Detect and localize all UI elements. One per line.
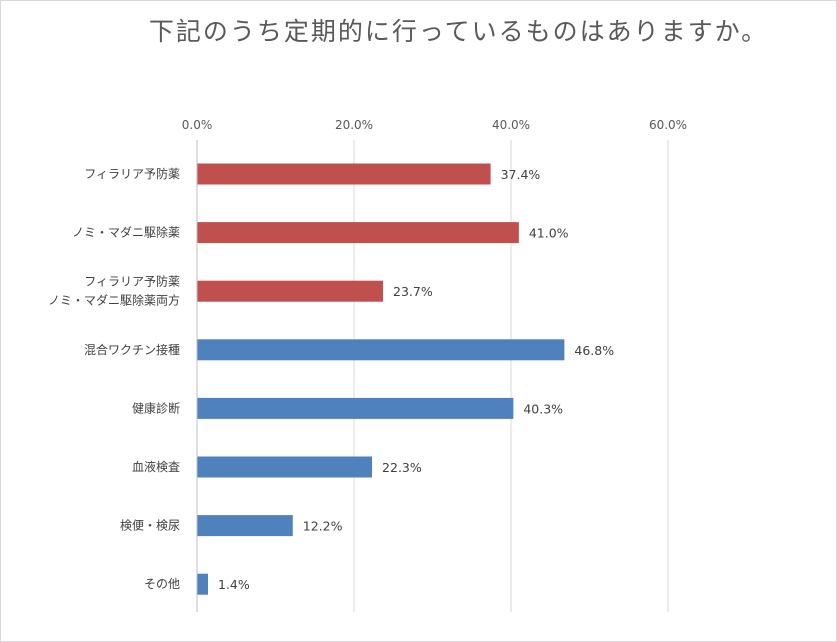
value-label: 41.0% bbox=[529, 226, 569, 241]
value-label: 1.4% bbox=[218, 577, 250, 592]
x-tick-label: 60.0% bbox=[649, 118, 687, 132]
value-label: 40.3% bbox=[523, 401, 563, 416]
chart-title: 下記のうち定期的に行っているものはありますか。 bbox=[148, 17, 769, 46]
bar bbox=[197, 280, 384, 302]
value-label: 23.7% bbox=[393, 284, 433, 299]
value-label: 12.2% bbox=[303, 519, 343, 534]
bar bbox=[197, 163, 491, 185]
bar bbox=[197, 397, 514, 419]
bar bbox=[197, 515, 293, 537]
bar bbox=[197, 339, 565, 361]
category-label: ノミ・マダニ駆除薬 bbox=[72, 225, 180, 240]
bar bbox=[197, 222, 519, 244]
x-tick-label: 40.0% bbox=[492, 118, 530, 132]
category-label: 健康診断 bbox=[132, 400, 180, 415]
bar bbox=[197, 456, 373, 478]
value-labels: 37.4% 41.0% 23.7% 46.8% 40.3% 22.3% 12.2% 1.4% bbox=[218, 167, 614, 592]
category-label: その他 bbox=[144, 577, 180, 591]
value-label: 46.8% bbox=[574, 343, 614, 358]
x-tick-label: 20.0% bbox=[335, 118, 373, 132]
value-label: 22.3% bbox=[382, 460, 422, 475]
category-label: 検便・検尿 bbox=[120, 519, 180, 533]
category-labels: フィラリア予防薬ノミ・マダニ駆除薬フィラリア予防薬ノミ・マダニ駆除薬両方混合ワク… bbox=[48, 166, 180, 591]
bars bbox=[197, 163, 565, 595]
gridlines bbox=[353, 140, 669, 612]
x-axis-ticks: 0.0% 20.0% 40.0% 60.0% bbox=[182, 118, 687, 132]
category-label: 混合ワクチン接種 bbox=[84, 342, 180, 357]
category-label: 血液検査 bbox=[132, 459, 180, 474]
value-label: 37.4% bbox=[501, 167, 541, 182]
category-label: フィラリア予防薬 bbox=[84, 166, 180, 181]
bar bbox=[197, 573, 208, 595]
x-tick-label: 0.0% bbox=[182, 118, 213, 132]
category-label: フィラリア予防薬ノミ・マダニ駆除薬両方 bbox=[48, 274, 180, 308]
